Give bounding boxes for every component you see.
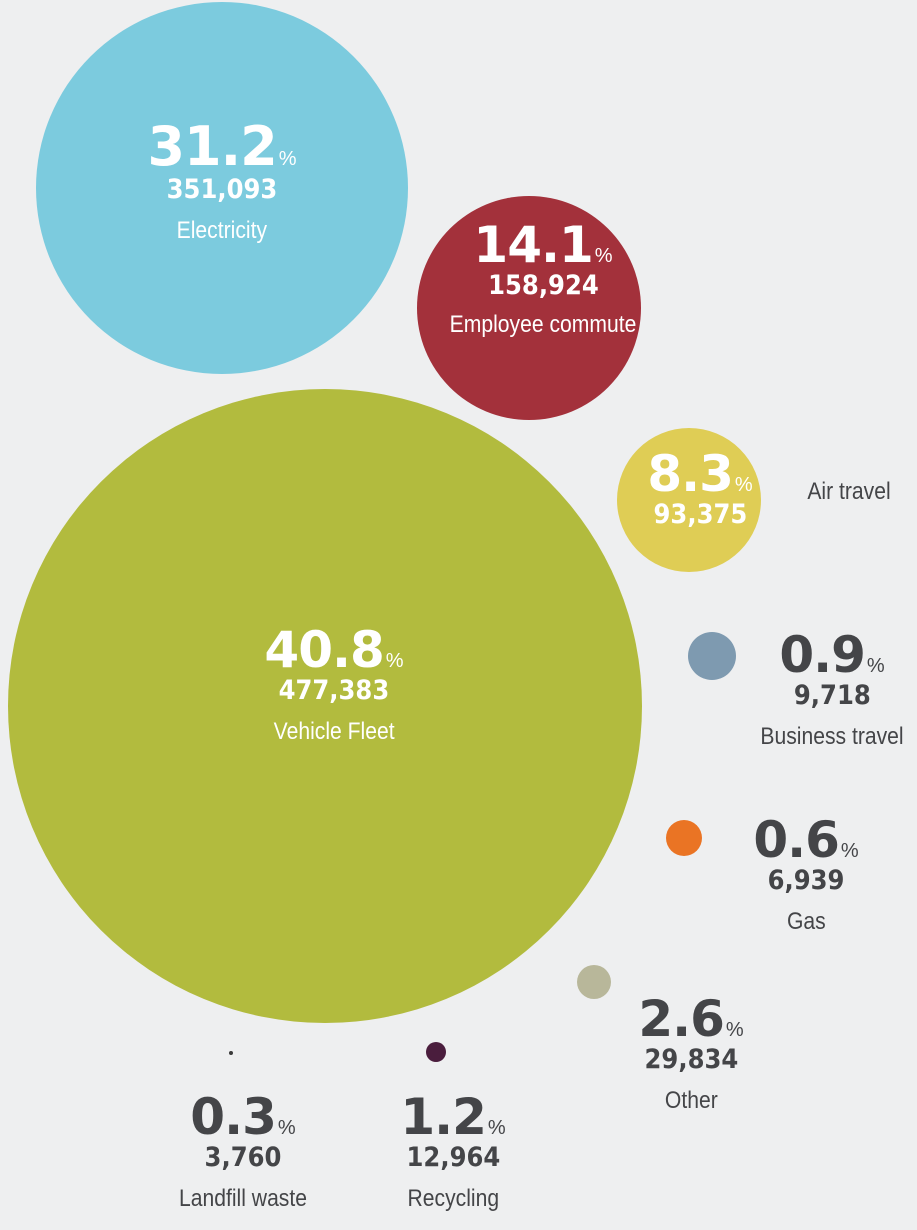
value-label: 12,964: [406, 1142, 500, 1173]
value-label: 158,924: [487, 270, 599, 301]
bubble-air-travel: [617, 428, 761, 572]
percent-sign: %: [487, 1117, 506, 1139]
value-label: 3,760: [204, 1142, 282, 1173]
value-label: 29,834: [644, 1044, 738, 1075]
percent-label: 2.6%: [638, 994, 743, 1044]
label-gas: 0.6% 6,939 Gas: [753, 815, 858, 937]
value-label: 93,375: [653, 499, 747, 530]
bubble-other: [577, 965, 611, 999]
bubble-vehicle-fleet: [8, 389, 642, 1023]
label-air-travel: 8.3% 93,375: [647, 449, 752, 530]
value-label: 9,718: [793, 680, 871, 711]
percent-value: 0.6: [753, 811, 840, 869]
bubble-landfill-waste: [229, 1051, 233, 1055]
label-business-travel: 0.9% 9,718 Business travel: [751, 630, 914, 752]
percent-label: 31.2%: [147, 120, 296, 174]
value-label: 351,093: [166, 174, 278, 205]
percent-value: 40.8: [264, 621, 384, 679]
category-name: Air travel: [807, 478, 891, 505]
percent-sign: %: [278, 148, 297, 170]
percent-label: 14.1%: [437, 220, 649, 270]
category-name: Business travel: [760, 723, 904, 751]
percent-label: 0.3%: [170, 1092, 315, 1142]
value-label: 477,383: [278, 675, 390, 706]
category-name: Vehicle Fleet: [273, 718, 395, 746]
percent-label: 40.8%: [264, 625, 403, 675]
percent-label: 1.2%: [400, 1092, 505, 1142]
category-name: Gas: [786, 908, 826, 936]
bubble-employee-commute: [417, 196, 641, 420]
percent-sign: %: [594, 245, 613, 267]
label-landfill-waste: 0.3% 3,760 Landfill waste: [170, 1092, 315, 1214]
bubble-recycling: [426, 1042, 446, 1062]
label-vehicle-fleet: 40.8% 477,383 Vehicle Fleet: [264, 625, 403, 747]
percent-value: 0.3: [190, 1088, 277, 1146]
percent-value: 1.2: [400, 1088, 487, 1146]
percent-value: 0.9: [779, 626, 866, 684]
percent-value: 8.3: [647, 445, 734, 503]
value-label: 6,939: [767, 865, 845, 896]
name-label-air-travel: Air travel: [802, 478, 897, 507]
label-recycling: 1.2% 12,964 Recycling: [400, 1092, 505, 1214]
percent-value: 2.6: [638, 990, 725, 1048]
percent-value: 31.2: [147, 115, 277, 178]
category-name: Employee commute: [449, 311, 637, 339]
bubble-business-travel: [688, 632, 736, 680]
percent-label: 0.9%: [751, 630, 914, 680]
category-name: Other: [664, 1087, 718, 1115]
percent-sign: %: [385, 650, 404, 672]
percent-sign: %: [277, 1117, 296, 1139]
percent-value: 14.1: [473, 216, 593, 274]
category-name: Electricity: [176, 217, 268, 245]
bubble-electricity: [36, 2, 408, 374]
label-other: 2.6% 29,834 Other: [638, 994, 743, 1116]
category-name: Landfill waste: [179, 1185, 307, 1213]
percent-sign: %: [725, 1019, 744, 1041]
label-electricity: 31.2% 351,093 Electricity: [147, 120, 296, 246]
percent-sign: %: [734, 474, 753, 496]
category-name: Recycling: [407, 1185, 499, 1213]
bubble-gas: [666, 820, 702, 856]
percent-label: 8.3%: [647, 449, 752, 499]
label-employee-commute: 14.1% 158,924 Employee commute: [437, 220, 649, 340]
percent-sign: %: [866, 655, 885, 677]
percent-sign: %: [840, 840, 859, 862]
percent-label: 0.6%: [753, 815, 858, 865]
